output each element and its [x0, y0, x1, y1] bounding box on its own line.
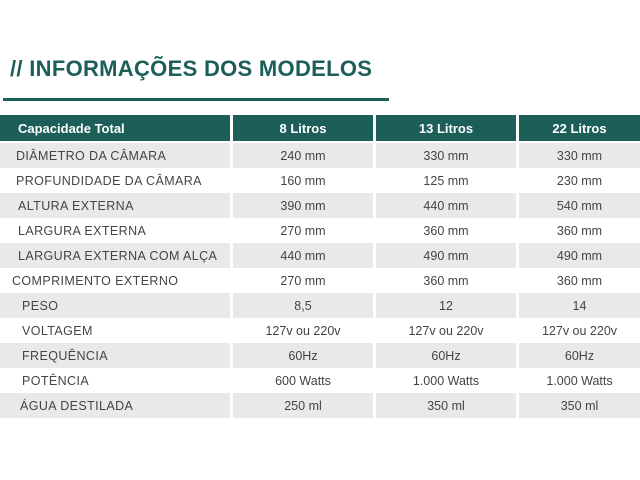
row-value: 60Hz — [519, 343, 640, 368]
row-label: FREQUÊNCIA — [0, 343, 230, 368]
row-value: 350 ml — [519, 393, 640, 418]
table-row: ALTURA EXTERNA 390 mm 440 mm 540 mm — [0, 193, 640, 218]
row-value: 8,5 — [233, 293, 373, 318]
row-value: 540 mm — [519, 193, 640, 218]
row-label: DIÂMETRO DA CÂMARA — [0, 143, 230, 168]
table-row: POTÊNCIA 600 Watts 1.000 Watts 1.000 Watts — [0, 368, 640, 393]
row-value: 127v ou 220v — [376, 318, 516, 343]
specs-table: Capacidade Total 8 Litros 13 Litros 22 L… — [0, 115, 640, 418]
table-row: DIÂMETRO DA CÂMARA 240 mm 330 mm 330 mm — [0, 143, 640, 168]
row-value: 360 mm — [519, 218, 640, 243]
row-value: 350 ml — [376, 393, 516, 418]
row-value: 160 mm — [233, 168, 373, 193]
table-row: LARGURA EXTERNA 270 mm 360 mm 360 mm — [0, 218, 640, 243]
row-value: 12 — [376, 293, 516, 318]
header-capacity: Capacidade Total — [0, 115, 230, 141]
row-value: 390 mm — [233, 193, 373, 218]
table-row: VOLTAGEM 127v ou 220v 127v ou 220v 127v ou … — [0, 318, 640, 343]
table-row: FREQUÊNCIA 60Hz 60Hz 60Hz — [0, 343, 640, 368]
row-label: PESO — [0, 293, 230, 318]
row-value: 60Hz — [376, 343, 516, 368]
row-label: ÁGUA DESTILADA — [0, 393, 230, 418]
title-underline — [3, 98, 389, 101]
row-value: 270 mm — [233, 268, 373, 293]
row-value: 330 mm — [519, 143, 640, 168]
page-title: // INFORMAÇÕES DOS MODELOS — [10, 56, 373, 81]
table-row: PROFUNDIDADE DA CÂMARA 160 mm 125 mm 230 mm — [0, 168, 640, 193]
row-value: 360 mm — [519, 268, 640, 293]
row-label: LARGURA EXTERNA — [0, 218, 230, 243]
row-value: 127v ou 220v — [519, 318, 640, 343]
row-value: 250 ml — [233, 393, 373, 418]
table-header-row: Capacidade Total 8 Litros 13 Litros 22 L… — [0, 115, 640, 141]
header-22-litros: 22 Litros — [519, 115, 640, 141]
row-value: 490 mm — [519, 243, 640, 268]
header-13-litros: 13 Litros — [376, 115, 516, 141]
row-value: 127v ou 220v — [233, 318, 373, 343]
row-value: 360 mm — [376, 218, 516, 243]
row-value: 1.000 Watts — [519, 368, 640, 393]
row-value: 600 Watts — [233, 368, 373, 393]
row-value: 330 mm — [376, 143, 516, 168]
row-value: 14 — [519, 293, 640, 318]
row-label: PROFUNDIDADE DA CÂMARA — [0, 168, 230, 193]
row-label: COMPRIMENTO EXTERNO — [0, 268, 230, 293]
row-value: 440 mm — [376, 193, 516, 218]
table-row: ÁGUA DESTILADA 250 ml 350 ml 350 ml — [0, 393, 640, 418]
row-value: 240 mm — [233, 143, 373, 168]
row-label: POTÊNCIA — [0, 368, 230, 393]
table-row: LARGURA EXTERNA COM ALÇA 440 mm 490 mm 490 … — [0, 243, 640, 268]
row-label: VOLTAGEM — [0, 318, 230, 343]
row-value: 490 mm — [376, 243, 516, 268]
row-value: 360 mm — [376, 268, 516, 293]
row-label: LARGURA EXTERNA COM ALÇA — [0, 243, 230, 268]
row-value: 1.000 Watts — [376, 368, 516, 393]
row-value: 270 mm — [233, 218, 373, 243]
row-value: 60Hz — [233, 343, 373, 368]
table-row: PESO 8,5 12 14 — [0, 293, 640, 318]
row-value: 440 mm — [233, 243, 373, 268]
row-label: ALTURA EXTERNA — [0, 193, 230, 218]
table-body: DIÂMETRO DA CÂMARA 240 mm 330 mm 330 mm PROF… — [0, 143, 640, 418]
table-row: COMPRIMENTO EXTERNO 270 mm 360 mm 360 mm — [0, 268, 640, 293]
row-value: 230 mm — [519, 168, 640, 193]
row-value: 125 mm — [376, 168, 516, 193]
header-8-litros: 8 Litros — [233, 115, 373, 141]
